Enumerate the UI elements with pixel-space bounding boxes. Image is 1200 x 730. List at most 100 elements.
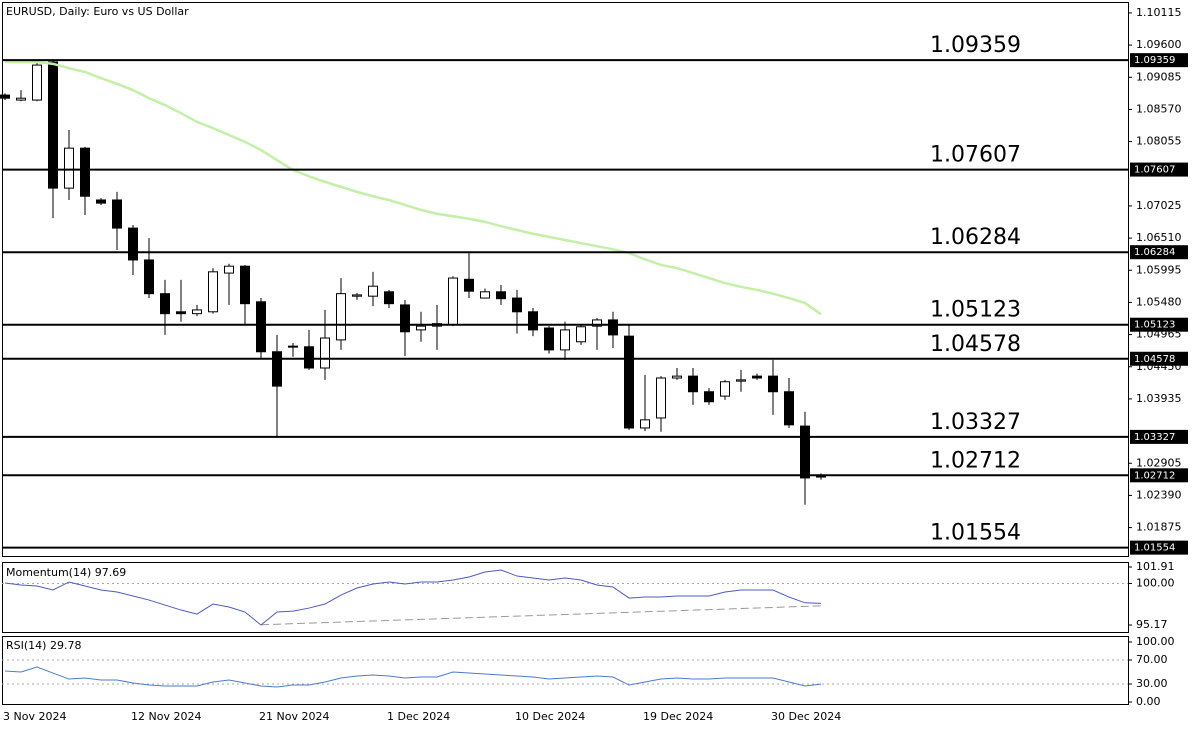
candle-body <box>336 293 346 341</box>
candle-body <box>672 375 682 379</box>
y-tick-label: 30.00 <box>1136 677 1168 690</box>
y-tick-label: 1.08055 <box>1136 135 1182 148</box>
price-box-label: 1.01554 <box>1134 543 1175 554</box>
price-box-label: 1.03327 <box>1134 432 1175 443</box>
candle-body <box>368 285 378 297</box>
momentum-panel <box>2 562 1129 633</box>
candle-body <box>528 311 538 331</box>
candle-body <box>224 265 234 274</box>
level-label: 1.06284 <box>930 225 1021 250</box>
candle-body <box>496 291 506 300</box>
candle-body <box>464 278 474 292</box>
candle-body <box>176 311 186 315</box>
candle-body <box>752 375 762 379</box>
x-tick-label: 19 Dec 2024 <box>643 710 713 723</box>
candle-body <box>624 335 634 429</box>
candle-body <box>0 94 10 99</box>
price-box-label: 1.04578 <box>1134 354 1175 365</box>
price-box-label: 1.02712 <box>1134 470 1175 481</box>
y-tick-label: 1.10115 <box>1136 6 1182 19</box>
candle-body <box>688 375 698 393</box>
candle-body <box>480 291 490 299</box>
price-box-label: 1.09359 <box>1134 55 1175 66</box>
indicator-line <box>4 569 822 626</box>
candle-body <box>704 391 714 403</box>
y-tick-label: 95.17 <box>1136 618 1168 631</box>
x-tick-label: 10 Dec 2024 <box>515 710 585 723</box>
y-tick-label: 0.00 <box>1136 695 1161 708</box>
y-tick-label: 1.02390 <box>1136 488 1182 501</box>
price-box <box>1130 540 1188 555</box>
candle-body <box>304 346 314 369</box>
candle-body <box>160 293 170 315</box>
trendline <box>260 605 822 626</box>
chart-title: EURUSD, Daily: Euro vs US Dollar <box>6 5 189 18</box>
y-tick-label: 1.07025 <box>1136 199 1182 212</box>
y-tick-label: 1.03935 <box>1136 392 1182 405</box>
candle-body <box>576 326 586 343</box>
price-box <box>1130 317 1188 332</box>
x-tick-label: 1 Dec 2024 <box>387 710 450 723</box>
candle-body <box>560 329 570 351</box>
candle-body <box>640 419 650 429</box>
candle-body <box>288 345 298 348</box>
candle-body <box>400 304 410 333</box>
y-tick-label: 1.09600 <box>1136 38 1182 51</box>
y-tick-label: 101.91 <box>1136 560 1175 573</box>
level-label: 1.07607 <box>930 143 1021 168</box>
candle-body <box>416 325 426 331</box>
candle-body <box>512 297 522 313</box>
candle-body <box>320 337 330 369</box>
price-box <box>1130 245 1188 260</box>
candle-body <box>96 199 106 204</box>
y-tick-label: 1.06510 <box>1136 231 1182 244</box>
level-label: 1.09359 <box>930 33 1021 58</box>
main-panel <box>2 2 1129 557</box>
y-tick-label: 100.00 <box>1136 576 1175 589</box>
candle-body <box>592 319 602 327</box>
rsi-panel <box>2 636 1129 705</box>
price-box <box>1130 468 1188 483</box>
price-box <box>1130 53 1188 68</box>
level-label: 1.03327 <box>930 410 1021 435</box>
momentum-title: Momentum(14) 97.69 <box>6 566 126 579</box>
candle-body <box>720 381 730 397</box>
y-tick-label: 1.02905 <box>1136 456 1182 469</box>
y-tick-label: 1.05995 <box>1136 263 1182 276</box>
candle-body <box>80 147 90 197</box>
candle-body <box>448 277 458 326</box>
candle-body <box>608 319 618 336</box>
candle-body <box>112 199 122 229</box>
y-tick-label: 1.05480 <box>1136 295 1182 308</box>
candle-body <box>32 64 42 101</box>
rsi-title: RSI(14) 29.78 <box>6 639 81 652</box>
x-tick-label: 12 Nov 2024 <box>131 710 201 723</box>
candle-body <box>784 391 794 426</box>
indicator-line <box>4 666 822 688</box>
level-label: 1.01554 <box>930 521 1021 546</box>
x-tick-label: 21 Nov 2024 <box>259 710 329 723</box>
candle-body <box>272 351 282 387</box>
candle-body <box>240 265 250 305</box>
candle-body <box>384 291 394 305</box>
candle-body <box>128 227 138 261</box>
y-tick-label: 70.00 <box>1136 653 1168 666</box>
candle-body <box>352 294 362 297</box>
level-label: 1.05123 <box>930 298 1021 323</box>
price-box-label: 1.06284 <box>1134 247 1175 258</box>
candle-body <box>544 327 554 351</box>
y-tick-label: 1.08570 <box>1136 102 1182 115</box>
candle-body <box>64 147 74 189</box>
candle-body <box>768 375 778 393</box>
x-tick-label: 3 Nov 2024 <box>3 710 66 723</box>
candle-body <box>48 61 58 189</box>
price-box-label: 1.05123 <box>1134 320 1175 331</box>
level-label: 1.04578 <box>930 332 1021 357</box>
y-tick-label: 1.01875 <box>1136 521 1182 534</box>
price-box <box>1130 162 1188 177</box>
price-box <box>1130 351 1188 366</box>
candle-body <box>656 377 666 419</box>
candle-body <box>192 309 202 315</box>
